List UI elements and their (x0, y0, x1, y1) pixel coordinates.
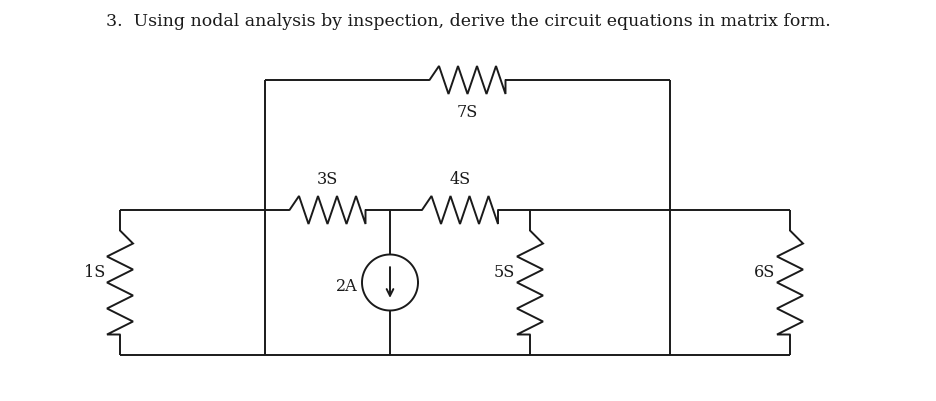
Text: 7S: 7S (457, 104, 477, 121)
Text: 5S: 5S (493, 264, 515, 281)
Text: 6S: 6S (753, 264, 774, 281)
Text: 1S: 1S (83, 264, 105, 281)
Text: 2A: 2A (336, 278, 358, 295)
Text: 3.  Using nodal analysis by inspection, derive the circuit equations in matrix f: 3. Using nodal analysis by inspection, d… (106, 14, 830, 30)
Text: 4S: 4S (449, 171, 470, 188)
Text: 3S: 3S (316, 171, 338, 188)
